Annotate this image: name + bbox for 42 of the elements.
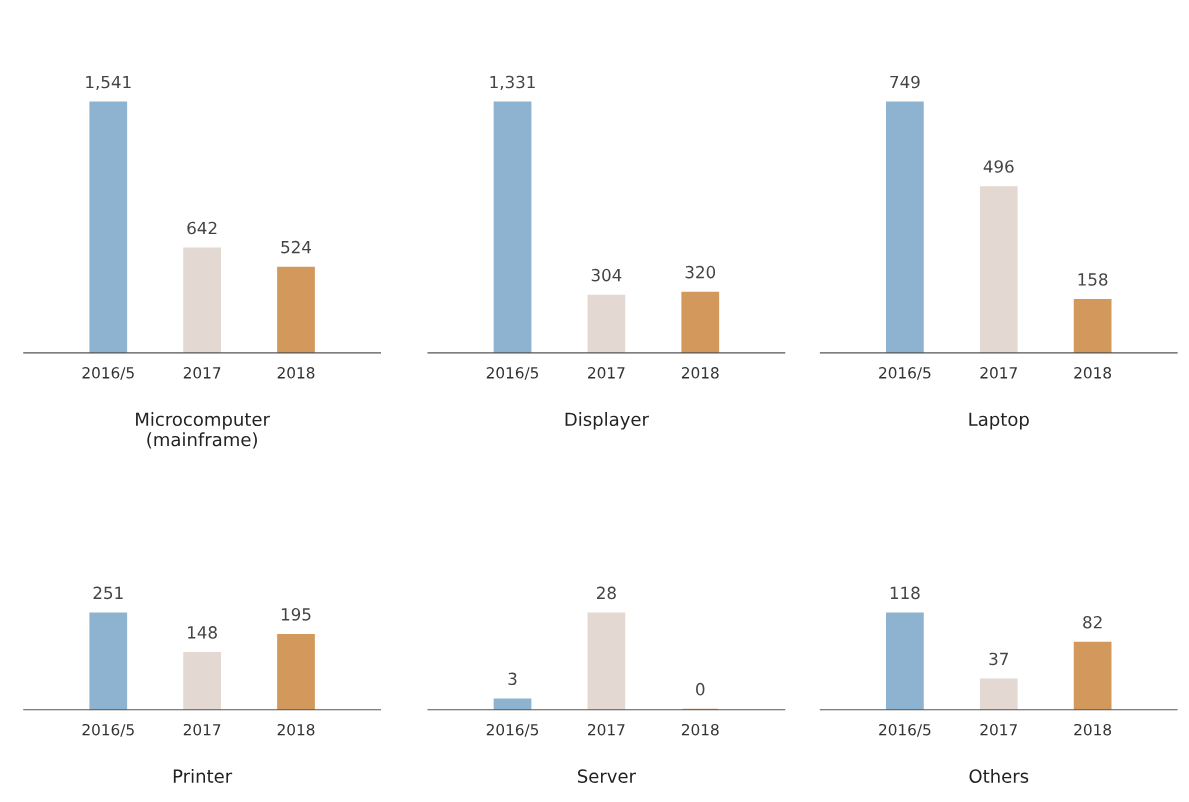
x-tick-label: 2016/5 bbox=[82, 367, 134, 380]
data-label: 148 bbox=[188, 626, 217, 639]
x-tick-label: 2018 bbox=[277, 723, 315, 736]
x-axis-title: Laptop bbox=[969, 412, 1029, 430]
data-label: 3 bbox=[508, 672, 517, 686]
x-tick-label: 2016/5 bbox=[486, 723, 539, 737]
x-tick-label: 2017 bbox=[588, 723, 625, 736]
data-label: 304 bbox=[591, 268, 622, 282]
data-label: 1,541 bbox=[86, 75, 131, 91]
x-tick-label: 2016/5 bbox=[879, 723, 931, 737]
x-tick-label: 2017 bbox=[980, 367, 1017, 379]
data-label: 82 bbox=[1083, 615, 1102, 629]
data-label: 0 bbox=[696, 682, 705, 696]
x-tick-label: 2018 bbox=[1074, 367, 1112, 379]
x-axis-title: Printer bbox=[173, 769, 233, 783]
x-tick-label: 2016/5 bbox=[486, 367, 539, 380]
x-tick-label: 2016/5 bbox=[82, 723, 134, 737]
x-tick-label: 2018 bbox=[681, 723, 719, 736]
data-label: 158 bbox=[1078, 273, 1108, 286]
x-axis-title: Others bbox=[969, 769, 1029, 783]
data-label: 749 bbox=[890, 75, 920, 89]
x-tick-label: 2017 bbox=[980, 723, 1017, 736]
data-label: 37 bbox=[989, 652, 1008, 666]
data-label: 28 bbox=[597, 586, 616, 600]
x-tick-label: 2018 bbox=[1074, 723, 1112, 736]
x-tick-label: 2017 bbox=[183, 723, 221, 736]
x-axis-title: Displayer bbox=[565, 412, 649, 430]
data-label: 642 bbox=[187, 221, 217, 235]
data-label: 496 bbox=[983, 160, 1014, 173]
x-tick-label: 2016/5 bbox=[879, 367, 931, 380]
data-label: 118 bbox=[890, 586, 920, 600]
data-label: 320 bbox=[685, 265, 716, 279]
x-axis-title: Microcomputer (mainframe) bbox=[136, 412, 270, 449]
x-tick-label: 2018 bbox=[681, 367, 719, 379]
x-tick-label: 2017 bbox=[183, 367, 221, 379]
data-label: 1,331 bbox=[490, 75, 535, 91]
data-label: 195 bbox=[281, 608, 311, 621]
x-tick-label: 2018 bbox=[277, 367, 315, 379]
x-tick-label: 2017 bbox=[588, 367, 625, 379]
data-label: 251 bbox=[93, 586, 123, 600]
data-label: 524 bbox=[281, 240, 311, 254]
x-axis-title: Server bbox=[577, 769, 636, 783]
